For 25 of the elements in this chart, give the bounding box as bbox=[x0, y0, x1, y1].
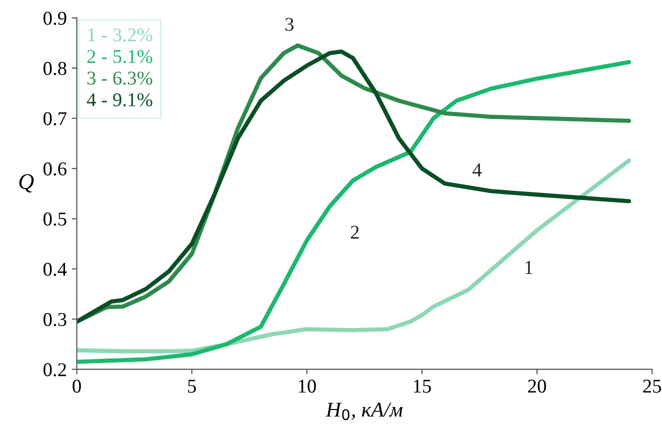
text: 1 - 3.2% bbox=[88, 28, 152, 42]
x-tick-label: 5 bbox=[188, 380, 196, 393]
x-tick-label: 20 bbox=[528, 380, 546, 393]
annotation: 2 bbox=[350, 226, 359, 239]
x-axis-title: H$_{0}$, кА/м bbox=[326, 402, 402, 420]
annotation: 1 bbox=[526, 260, 532, 274]
line-series bbox=[76, 158, 632, 354]
y-tick-label: 0.9 bbox=[44, 12, 66, 25]
y-tick-label: 0.6 bbox=[44, 162, 66, 176]
text: 4 - 9.1% bbox=[86, 93, 152, 106]
text: 2 - 5.1% bbox=[87, 50, 152, 64]
x-tick-label: 15 bbox=[414, 380, 431, 393]
y-tick-label: 0.3 bbox=[44, 312, 66, 326]
x-tick-label: 10 bbox=[298, 380, 316, 393]
text: 3 - 6.3% bbox=[87, 72, 152, 85]
y-tick-label: 0.7 bbox=[44, 112, 67, 126]
y-axis-title: Q bbox=[19, 174, 34, 192]
y-tick-label: 0.8 bbox=[44, 62, 66, 76]
y-tick-label: 0.5 bbox=[44, 212, 66, 226]
y-tick-label: 0.4 bbox=[44, 262, 67, 276]
y-tick-label: 0.2 bbox=[44, 363, 66, 376]
annotation: 3 bbox=[285, 18, 294, 31]
annotation: 4 bbox=[472, 164, 482, 176]
x-tick-label: 0 bbox=[72, 380, 81, 393]
x-tick-label: 25 bbox=[643, 380, 662, 393]
